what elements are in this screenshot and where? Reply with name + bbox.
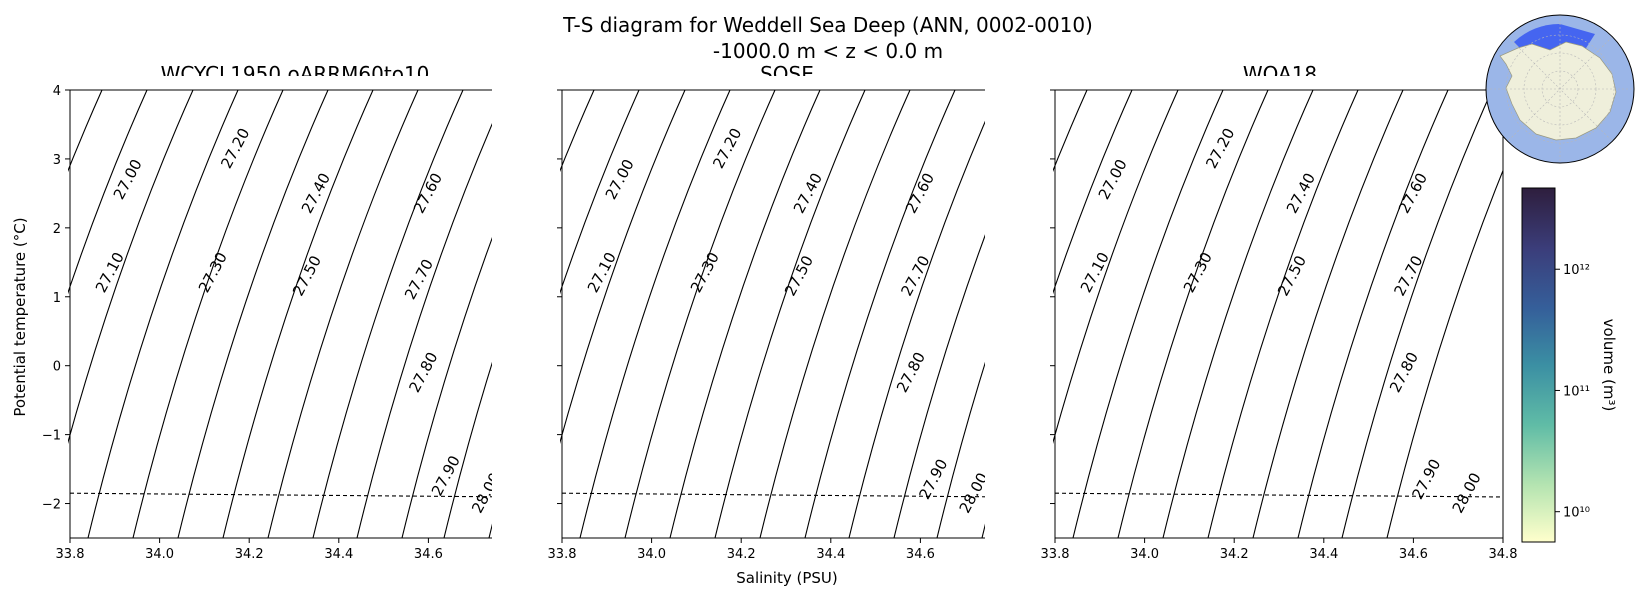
density-contour (87, 89, 239, 539)
density-contour (177, 89, 329, 539)
freezing-line (69, 492, 519, 498)
y-tick-label: 0 (53, 360, 61, 375)
panel-model: 27.0027.1027.2027.3027.4027.5027.6027.70… (0, 60, 558, 568)
density-contour (132, 89, 284, 539)
density-contour (312, 89, 464, 539)
figure-title-line-1: T-S diagram for Weddell Sea Deep (ANN, 0… (562, 13, 1093, 37)
density-contour (356, 89, 508, 539)
x-tick-label: 34.2 (235, 547, 264, 562)
y-tick-label: 3 (53, 153, 61, 168)
y-tick-label: 1 (53, 291, 61, 306)
x-tick-label: 33.8 (56, 547, 85, 562)
y-tick-label: −1 (42, 429, 61, 444)
x-tick-label: 34.4 (324, 547, 353, 562)
x-tick-label: 34.0 (145, 547, 174, 562)
x-tick-label: 34.6 (414, 547, 443, 562)
panel-sose: 27.0027.1027.2027.3027.4027.5027.6027.70… (443, 60, 1050, 568)
y-tick-label: 4 (53, 84, 61, 99)
y-tick-label: 2 (53, 222, 61, 237)
figure-title-line-2: -1000.0 m < z < 0.0 m (713, 39, 943, 63)
y-tick-label: −2 (42, 498, 61, 513)
density-contour (222, 89, 374, 539)
density-contour (267, 89, 419, 539)
density-contours: 27.0027.1027.2027.3027.4027.5027.6027.70… (0, 89, 553, 539)
